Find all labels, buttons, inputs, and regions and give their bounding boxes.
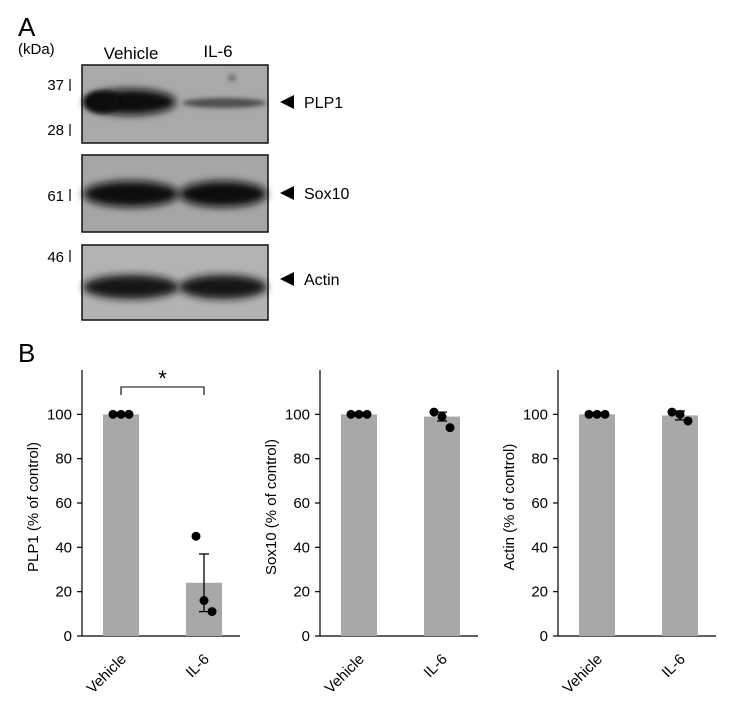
kda-unit-label: (kDa) bbox=[18, 41, 55, 58]
data-point bbox=[429, 407, 439, 417]
band-actin-il6 bbox=[179, 275, 267, 299]
data-point bbox=[437, 412, 447, 422]
x-tick-label: IL-6 bbox=[183, 651, 213, 681]
chart-3: 0 20 40 60 80 100 Actin (% of control) Vehicle I… bbox=[501, 370, 716, 697]
y-tick-label: 80 bbox=[531, 451, 548, 468]
lane-label-vehicle: Vehicle bbox=[104, 44, 159, 63]
y-tick-label: 20 bbox=[531, 584, 548, 601]
band-plp1-il6 bbox=[182, 98, 266, 108]
x-tick-label: IL-6 bbox=[659, 651, 689, 681]
y-axis-label: PLP1 (% of control) bbox=[25, 442, 42, 572]
x-tick-label: Vehicle bbox=[560, 651, 606, 697]
blot-sox10 bbox=[81, 154, 269, 233]
bar-charts: 0 20 40 60 80 100 PLP1 (% of control) Vehicle IL… bbox=[25, 366, 716, 697]
x-tick-label: Vehicle bbox=[84, 651, 130, 697]
marker-61: 61 bbox=[47, 188, 64, 205]
arrowhead-plp1-icon bbox=[280, 95, 294, 109]
significance-asterisk: * bbox=[158, 366, 167, 391]
data-point bbox=[124, 409, 134, 419]
y-tick-label: 20 bbox=[293, 584, 310, 601]
data-point bbox=[199, 596, 209, 606]
y-tick-label: 100 bbox=[523, 406, 548, 423]
blot-actin bbox=[81, 244, 269, 321]
x-tick-label: IL-6 bbox=[421, 651, 451, 681]
marker-37: 37 bbox=[47, 77, 64, 94]
band-sox10-il6 bbox=[179, 181, 267, 207]
data-point bbox=[207, 607, 217, 617]
bar bbox=[579, 414, 615, 636]
data-point bbox=[683, 416, 693, 426]
chart-2: 0 20 40 60 80 100 Sox10 (% of control) Vehicle I… bbox=[263, 370, 478, 697]
data-point bbox=[667, 407, 677, 417]
band-actin-vehicle bbox=[83, 275, 179, 299]
y-tick-label: 100 bbox=[285, 406, 310, 423]
bar bbox=[341, 414, 377, 636]
marker-28: 28 bbox=[47, 122, 64, 139]
y-tick-label: 60 bbox=[531, 495, 548, 512]
marker-46: 46 bbox=[47, 249, 64, 266]
y-tick-label: 80 bbox=[293, 451, 310, 468]
data-point bbox=[108, 409, 118, 419]
data-point bbox=[592, 409, 602, 419]
data-point bbox=[362, 409, 372, 419]
y-tick-label: 40 bbox=[531, 539, 548, 556]
data-point bbox=[116, 409, 126, 419]
band-sox10-vehicle bbox=[83, 181, 179, 207]
y-tick-label: 80 bbox=[55, 451, 72, 468]
chart-1: 0 20 40 60 80 100 PLP1 (% of control) Vehicle IL… bbox=[25, 366, 240, 697]
y-tick-label: 100 bbox=[47, 406, 72, 423]
blot-label-sox10: Sox10 bbox=[304, 186, 349, 203]
arrowhead-sox10-icon bbox=[280, 186, 294, 200]
y-tick-label: 0 bbox=[540, 628, 548, 645]
arrowhead-actin-icon bbox=[280, 272, 294, 286]
blot-label-actin: Actin bbox=[304, 272, 340, 289]
panel-b-label: B bbox=[18, 338, 35, 368]
y-tick-label: 40 bbox=[293, 539, 310, 556]
data-point bbox=[191, 531, 201, 541]
data-point bbox=[445, 423, 455, 433]
lane-label-il6: IL-6 bbox=[203, 42, 232, 61]
data-point bbox=[354, 409, 364, 419]
y-tick-label: 0 bbox=[64, 628, 72, 645]
blot-plp1 bbox=[81, 64, 269, 144]
data-point bbox=[675, 409, 685, 419]
data-point bbox=[584, 409, 594, 419]
bar bbox=[662, 415, 698, 636]
significance-bracket bbox=[120, 386, 205, 395]
y-tick-label: 20 bbox=[55, 584, 72, 601]
y-tick-label: 60 bbox=[55, 495, 72, 512]
y-axis-label: Sox10 (% of control) bbox=[263, 439, 280, 575]
x-tick-label: Vehicle bbox=[322, 651, 368, 697]
y-tick-label: 0 bbox=[302, 628, 310, 645]
data-point bbox=[346, 409, 356, 419]
bar bbox=[103, 414, 139, 636]
bar bbox=[424, 416, 460, 636]
y-tick-label: 60 bbox=[293, 495, 310, 512]
panel-a-label: A bbox=[18, 12, 36, 42]
blot-label-plp1: PLP1 bbox=[304, 95, 343, 112]
y-tick-label: 40 bbox=[55, 539, 72, 556]
y-axis-label: Actin (% of control) bbox=[501, 444, 518, 571]
data-point bbox=[600, 409, 610, 419]
